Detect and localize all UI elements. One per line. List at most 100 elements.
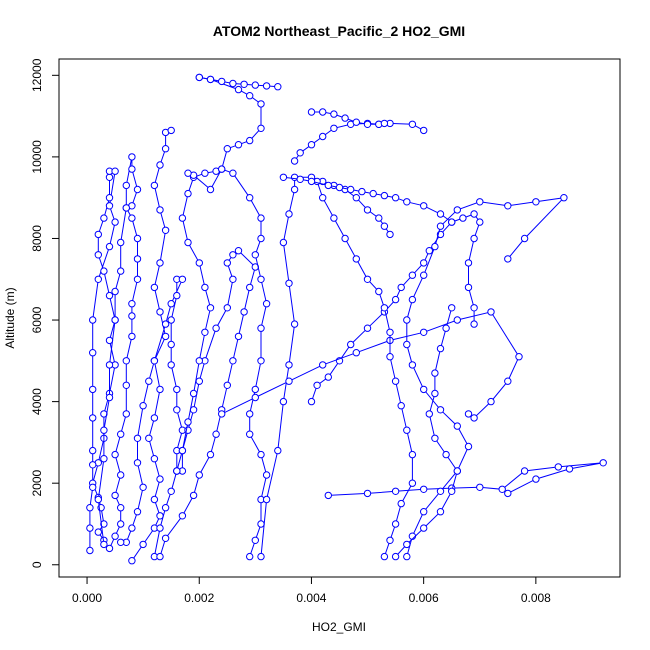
data-point bbox=[459, 214, 467, 222]
data-point bbox=[498, 485, 506, 493]
data-point bbox=[560, 194, 568, 202]
data-point bbox=[195, 73, 204, 82]
data-point bbox=[319, 108, 327, 116]
series-11 bbox=[307, 108, 389, 129]
y-axis: 0 2000 4000 6000 8000 10000 12000 bbox=[30, 58, 60, 568]
data-point bbox=[111, 316, 119, 324]
data-point bbox=[262, 471, 271, 479]
data-point bbox=[386, 353, 394, 361]
data-point bbox=[251, 251, 260, 259]
series-7 bbox=[195, 73, 271, 561]
data-point bbox=[184, 189, 192, 198]
y-axis-label: Altitude (m) bbox=[3, 287, 17, 348]
data-point bbox=[139, 483, 147, 491]
data-point bbox=[347, 185, 355, 194]
data-point bbox=[89, 414, 97, 422]
x-tick-label: 0.002 bbox=[184, 591, 214, 605]
data-point bbox=[206, 304, 215, 312]
data-point bbox=[94, 528, 103, 536]
data-point bbox=[420, 126, 428, 135]
series-17 bbox=[279, 173, 456, 226]
data-point bbox=[150, 495, 159, 504]
data-point bbox=[431, 434, 439, 442]
data-point bbox=[133, 255, 142, 263]
data-point bbox=[89, 349, 97, 357]
data-point bbox=[184, 238, 192, 247]
data-point bbox=[100, 455, 108, 463]
series-line bbox=[283, 176, 452, 223]
data-point bbox=[128, 300, 136, 308]
data-point bbox=[307, 397, 316, 406]
data-point bbox=[212, 324, 220, 332]
data-point bbox=[100, 267, 108, 275]
data-point bbox=[145, 377, 153, 385]
data-point bbox=[307, 177, 316, 186]
data-point bbox=[257, 324, 265, 332]
data-point bbox=[363, 206, 372, 214]
series-14 bbox=[218, 308, 523, 422]
data-point bbox=[89, 385, 97, 394]
series-4 bbox=[117, 275, 187, 561]
data-point bbox=[403, 340, 411, 349]
data-point bbox=[425, 247, 433, 255]
data-point bbox=[504, 202, 512, 210]
data-point bbox=[257, 124, 265, 133]
data-point bbox=[223, 304, 232, 312]
data-point bbox=[128, 214, 136, 222]
data-point bbox=[206, 75, 215, 84]
data-point bbox=[105, 336, 114, 345]
data-point bbox=[189, 406, 198, 414]
data-point bbox=[122, 181, 131, 190]
data-point bbox=[431, 242, 439, 251]
data-point bbox=[156, 385, 164, 394]
data-point bbox=[184, 418, 192, 426]
data-point bbox=[161, 320, 170, 328]
data-point bbox=[218, 410, 226, 418]
y-tick-label: 0 bbox=[30, 561, 44, 568]
data-point bbox=[403, 426, 411, 434]
data-point bbox=[453, 206, 461, 214]
data-point bbox=[223, 145, 232, 153]
data-point bbox=[133, 275, 142, 283]
data-point bbox=[330, 124, 338, 133]
data-point bbox=[408, 295, 417, 304]
series-line bbox=[316, 181, 413, 557]
data-point bbox=[117, 520, 125, 528]
data-point bbox=[313, 381, 321, 389]
data-point bbox=[111, 167, 119, 175]
data-point bbox=[285, 210, 293, 218]
data-point bbox=[122, 410, 131, 418]
data-point bbox=[156, 259, 164, 267]
y-tick-label: 2000 bbox=[30, 470, 44, 497]
data-point bbox=[380, 119, 389, 128]
series-10 bbox=[290, 119, 428, 165]
data-point bbox=[341, 234, 349, 243]
data-point bbox=[251, 536, 260, 544]
data-point bbox=[156, 524, 164, 532]
data-point bbox=[453, 316, 461, 324]
data-point bbox=[380, 222, 389, 230]
data-point bbox=[257, 214, 265, 222]
data-point bbox=[290, 320, 299, 328]
data-point bbox=[111, 450, 119, 459]
data-point bbox=[212, 430, 220, 438]
data-point bbox=[436, 487, 445, 495]
data-point bbox=[139, 402, 147, 410]
data-point bbox=[324, 491, 332, 500]
series-line bbox=[199, 76, 268, 557]
data-point bbox=[89, 316, 97, 324]
data-point bbox=[369, 189, 377, 198]
data-point bbox=[117, 471, 125, 479]
data-point bbox=[223, 381, 232, 389]
data-point bbox=[487, 308, 495, 316]
data-point bbox=[319, 194, 327, 202]
data-point bbox=[420, 271, 428, 279]
data-point bbox=[128, 312, 136, 320]
data-point bbox=[431, 389, 439, 398]
data-point bbox=[436, 406, 445, 414]
data-point bbox=[234, 332, 243, 341]
series-8 bbox=[195, 73, 282, 91]
data-point bbox=[464, 442, 473, 451]
data-point bbox=[128, 165, 136, 173]
